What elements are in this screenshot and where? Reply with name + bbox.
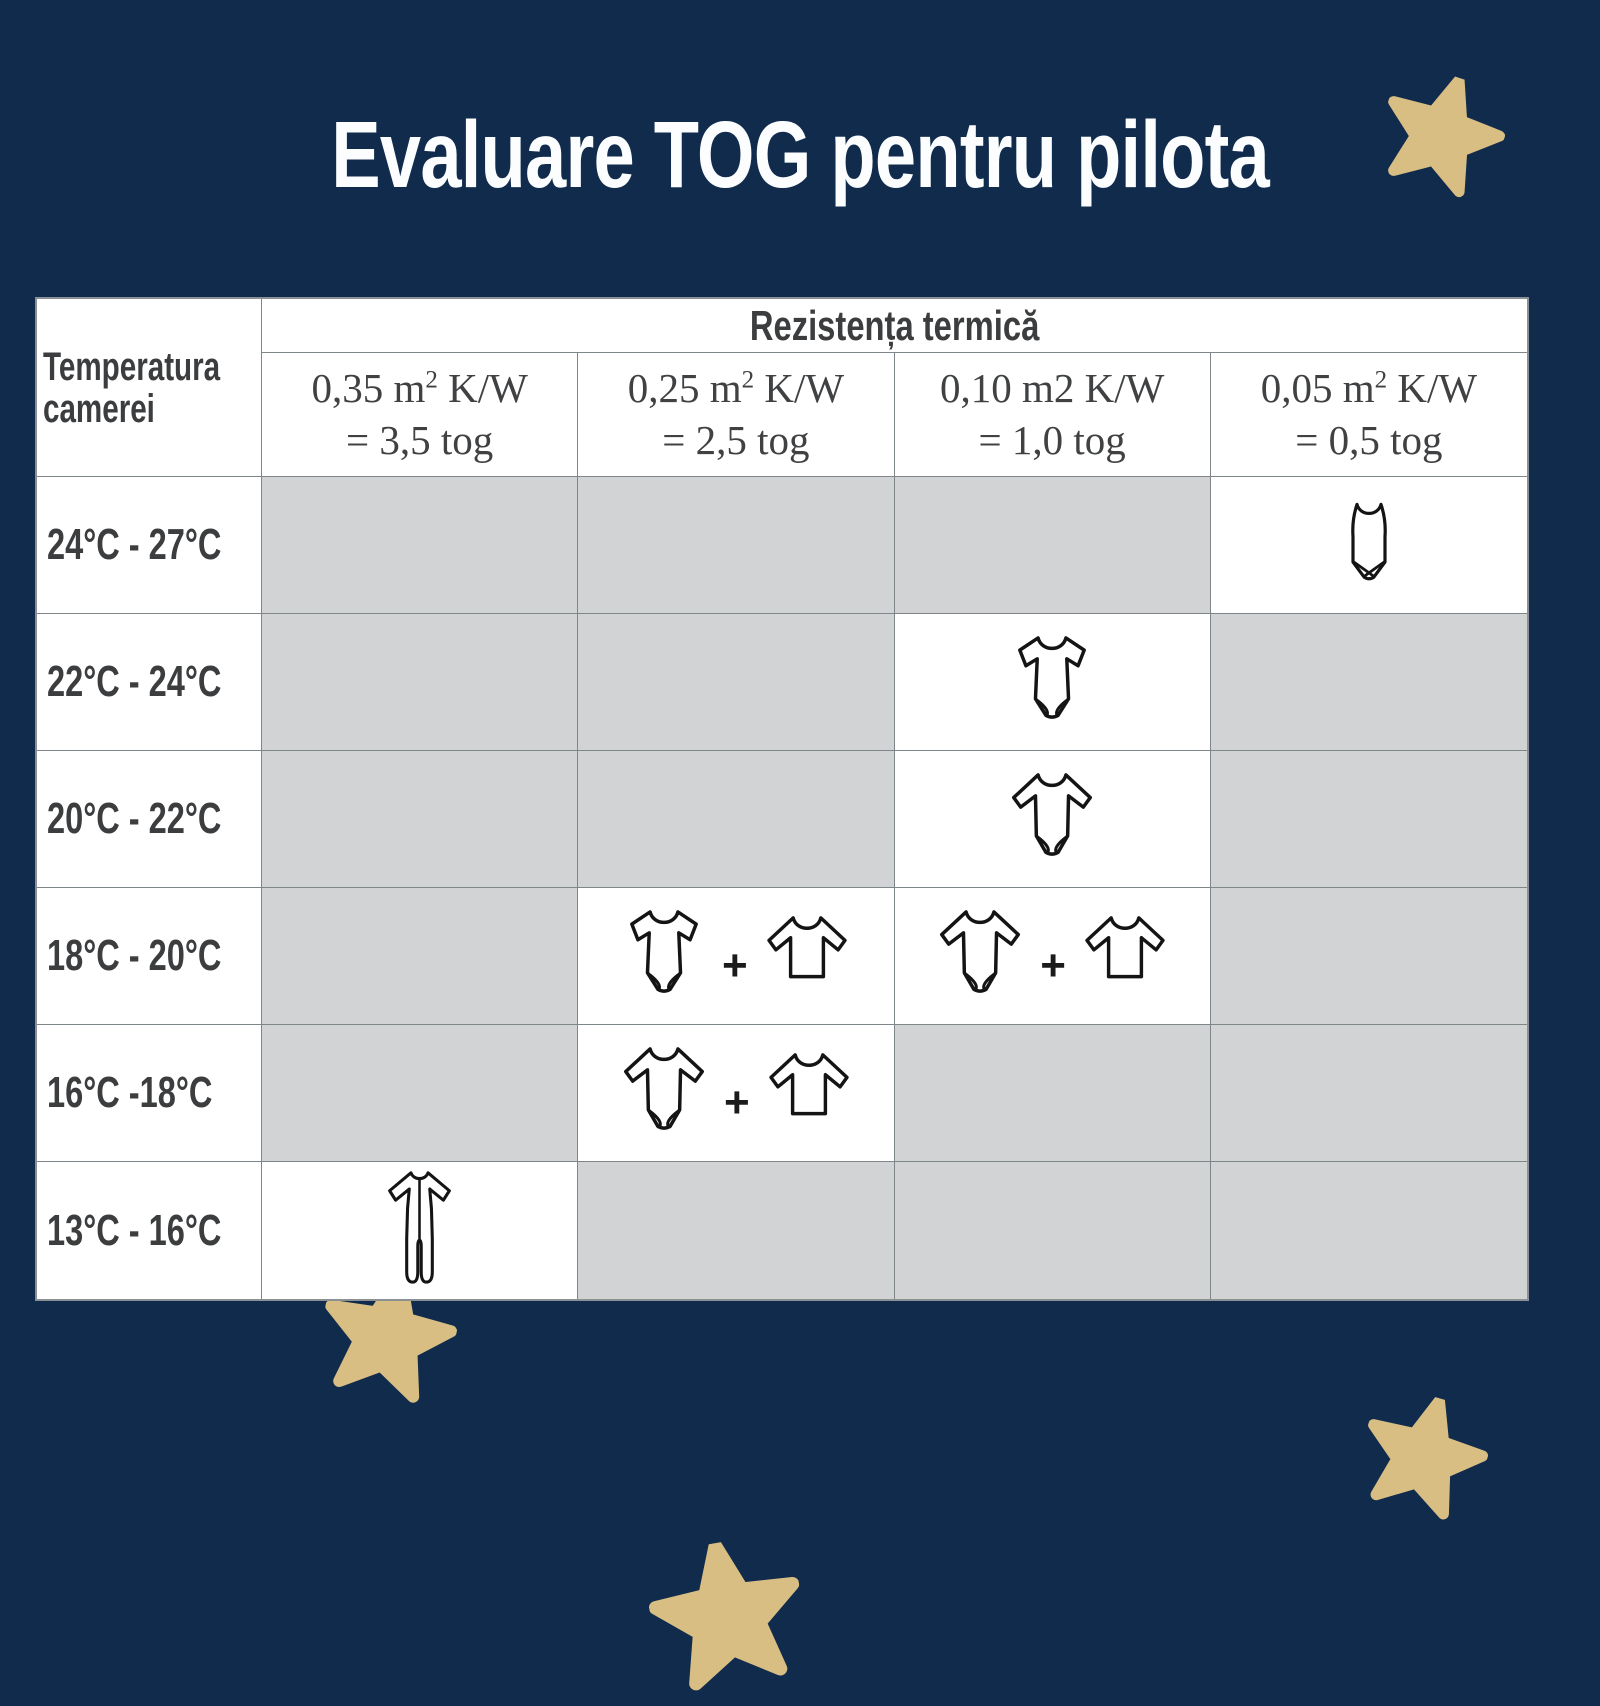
- group-header-text: Rezistența termică: [749, 301, 1040, 349]
- column-header-text: 0,25 m2 K/W = 2,5 tog: [627, 365, 845, 463]
- cell-recommended-clothing: +: [578, 888, 895, 1025]
- row-label-text: 20°C - 22°C: [47, 794, 222, 843]
- cell-not-recommended: [1210, 1162, 1527, 1299]
- cell-not-recommended: [894, 1162, 1211, 1299]
- row-label-text: 22°C - 24°C: [47, 657, 222, 706]
- row-label-text: 13°C - 16°C: [47, 1205, 222, 1255]
- cell-not-recommended: [1210, 614, 1527, 751]
- cell-recommended-clothing: [894, 614, 1211, 751]
- column-header-tog-1: 0,25 m2 K/W = 2,5 tog: [578, 353, 895, 477]
- shirt-long-sleeve-icon: [1071, 911, 1179, 993]
- row-label-temperature-4: 16°C -18°C: [37, 1025, 262, 1162]
- page-title-text: Evaluare TOG pentru pilota: [331, 102, 1270, 208]
- row-label-temperature-1: 22°C - 24°C: [37, 614, 262, 751]
- bodysuit-sleeveless-icon: [1329, 498, 1409, 590]
- cell-not-recommended: [894, 1025, 1211, 1162]
- cell-not-recommended: [1210, 888, 1527, 1025]
- cell-not-recommended: [1210, 1025, 1527, 1162]
- column-header-tog-3: 0,05 m2 K/W = 0,5 tog: [1210, 353, 1527, 477]
- column-header-text: 0,35 m2 K/W = 3,5 tog: [311, 365, 528, 463]
- cell-not-recommended: [578, 751, 895, 888]
- column-header-tog-0: 0,35 m2 K/W = 3,5 tog: [262, 353, 579, 477]
- corner-header-room-temperature: Temperatura camerei: [37, 299, 262, 477]
- cell-recommended-clothing: +: [578, 1025, 895, 1162]
- row-label-text: 24°C - 27°C: [47, 520, 222, 569]
- bodysuit-long-sleeve-icon: [925, 905, 1035, 1005]
- cell-not-recommended: [894, 477, 1211, 614]
- row-label-text: 18°C - 20°C: [47, 931, 222, 980]
- row-label-temperature-2: 20°C - 22°C: [37, 751, 262, 888]
- cell-recommended-clothing: [1210, 477, 1527, 614]
- sleepsuit-icon: [372, 1166, 467, 1294]
- column-header-text: 0,10 m2 K/W = 1,0 tog: [939, 365, 1165, 463]
- bodysuit-long-sleeve-icon: [997, 768, 1107, 868]
- group-header-thermal-resistance: Rezistența termică: [262, 299, 1527, 353]
- plus-icon: +: [1040, 941, 1066, 990]
- shirt-long-sleeve-icon: [753, 911, 861, 993]
- star-bottom-middle-icon: [640, 1530, 816, 1706]
- cell-not-recommended: [262, 477, 579, 614]
- column-header-text: 0,05 m2 K/W = 0,5 tog: [1260, 365, 1478, 463]
- cell-not-recommended: [262, 614, 579, 751]
- cell-not-recommended: [578, 477, 895, 614]
- plus-icon: +: [724, 1078, 750, 1127]
- cell-not-recommended: [578, 614, 895, 751]
- column-header-tog-2: 0,10 m2 K/W = 1,0 tog: [894, 353, 1211, 477]
- row-label-text: 16°C -18°C: [47, 1068, 213, 1117]
- row-label-temperature-5: 13°C - 16°C: [37, 1162, 262, 1299]
- cell-not-recommended: [262, 1025, 579, 1162]
- cell-not-recommended: [578, 1162, 895, 1299]
- shirt-long-sleeve-icon: [755, 1048, 863, 1130]
- cell-not-recommended: [262, 751, 579, 888]
- tog-table: Temperatura camerei Rezistența termică 0…: [35, 297, 1529, 1301]
- bodysuit-long-sleeve-icon: [609, 1042, 719, 1142]
- star-bottom-right-icon: [1346, 1381, 1499, 1534]
- plus-icon: +: [722, 941, 748, 990]
- row-label-temperature-3: 18°C - 20°C: [37, 888, 262, 1025]
- row-label-temperature-0: 24°C - 27°C: [37, 477, 262, 614]
- corner-header-text: Temperatura camerei: [43, 344, 221, 431]
- bodysuit-short-sleeve-icon: [611, 905, 717, 1005]
- cell-recommended-clothing: [262, 1162, 579, 1299]
- cell-recommended-clothing: +: [894, 888, 1211, 1025]
- cell-not-recommended: [262, 888, 579, 1025]
- page-title: Evaluare TOG pentru pilota: [0, 108, 1600, 203]
- bodysuit-short-sleeve-icon: [999, 631, 1105, 731]
- cell-recommended-clothing: [894, 751, 1211, 888]
- cell-not-recommended: [1210, 751, 1527, 888]
